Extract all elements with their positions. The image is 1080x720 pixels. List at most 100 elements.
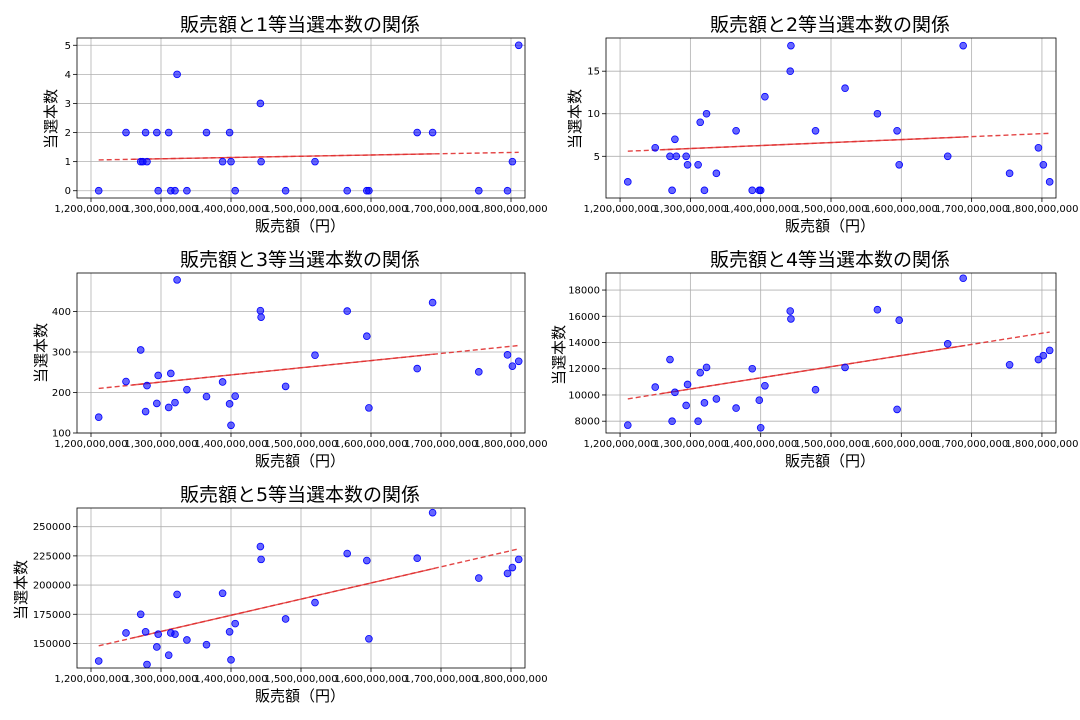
data-point (1039, 161, 1048, 169)
grid-lines (606, 38, 1056, 198)
chart-title: 販売額と2等当選本数の関係 (710, 14, 950, 36)
data-point (171, 398, 179, 407)
data-point (122, 629, 130, 637)
data-point (362, 332, 371, 340)
data-point (761, 92, 769, 101)
y-tick-label: 4 (65, 70, 71, 81)
data-point (694, 161, 702, 169)
y-axis-label: 当選本数 (12, 560, 30, 620)
data-point (154, 630, 163, 638)
grid-lines (606, 273, 1056, 433)
plot-frame (605, 272, 1057, 434)
data-point (343, 186, 352, 195)
trend-line (98, 151, 519, 161)
axis-ticks: 1,200,000,0001,300,000,0001,400,000,0001… (583, 67, 1078, 215)
data-point (514, 357, 523, 366)
x-axis-label: 販売額（円） (255, 217, 345, 235)
data-points (623, 41, 1054, 195)
data-points (94, 276, 523, 430)
data-points (94, 41, 523, 195)
trend-line-solid (661, 344, 966, 395)
data-point (514, 555, 523, 564)
trend-line (627, 132, 1050, 152)
data-point (1034, 143, 1043, 152)
data-point (413, 554, 422, 563)
data-point (811, 126, 820, 135)
y-tick-label: 16000 (568, 312, 600, 323)
axis-ticks: 1,200,000,0001,300,000,0001,400,000,0001… (54, 41, 547, 215)
y-tick-label: 3 (65, 99, 71, 110)
trend-line-solid (132, 353, 435, 386)
data-point (428, 508, 437, 517)
data-point (672, 152, 681, 161)
data-point (671, 388, 679, 397)
data-point (365, 635, 373, 643)
x-tick-label: 1,300,000,000 (654, 204, 727, 215)
x-tick-label: 1,800,000,000 (474, 439, 547, 450)
data-point (651, 143, 660, 152)
data-point (141, 627, 150, 636)
data-point (154, 186, 163, 195)
data-point (257, 555, 265, 564)
data-point (1039, 351, 1048, 360)
data-point (153, 128, 161, 137)
x-tick-label: 1,200,000,000 (583, 204, 656, 215)
data-point (343, 307, 352, 315)
data-point (787, 315, 795, 323)
data-point (503, 186, 512, 195)
data-point (893, 126, 901, 135)
y-tick-label: 200 (52, 388, 71, 399)
data-point (183, 636, 191, 644)
data-point (94, 657, 103, 665)
data-point (281, 615, 290, 623)
data-points (94, 508, 523, 669)
data-point (895, 161, 904, 169)
data-point (183, 186, 191, 195)
x-tick-label: 1,700,000,000 (404, 674, 477, 685)
x-tick-label: 1,200,000,000 (54, 439, 127, 450)
y-tick-label: 225000 (33, 551, 71, 562)
y-tick-label: 400 (52, 307, 71, 318)
data-point (508, 362, 517, 370)
data-point (143, 660, 151, 669)
data-point (173, 276, 181, 284)
trend-line (627, 331, 1050, 400)
y-tick-label: 100 (52, 429, 71, 440)
data-point (231, 186, 240, 195)
data-point (281, 186, 290, 195)
data-point (136, 610, 145, 619)
data-point (1045, 346, 1054, 355)
y-tick-label: 18000 (568, 286, 600, 297)
data-point (94, 413, 103, 422)
x-tick-label: 1,800,000,000 (1005, 439, 1078, 450)
chart-title: 販売額と3等当選本数の関係 (180, 249, 420, 271)
x-tick-label: 1,600,000,000 (334, 204, 407, 215)
data-point (202, 128, 211, 137)
chart-panel-2nd-prize: 販売額と2等当選本数の関係 販売額（円） 当選本数 1,200,000,0001… (566, 14, 1079, 235)
data-point (164, 651, 173, 659)
axis-ticks: 1,200,000,0001,300,000,0001,400,000,0001… (33, 522, 548, 685)
data-point (811, 385, 820, 394)
data-point (428, 298, 437, 307)
y-tick-label: 12000 (568, 364, 600, 375)
chart-title: 販売額と1等当選本数の関係 (180, 14, 420, 36)
data-point (959, 274, 967, 283)
data-point (143, 381, 151, 390)
data-point (748, 186, 757, 195)
data-point (623, 178, 632, 186)
data-point (136, 346, 145, 354)
y-tick-label: 8000 (575, 417, 600, 428)
data-point (428, 128, 437, 137)
data-point (225, 400, 234, 408)
trend-line (98, 344, 519, 390)
data-point (841, 363, 849, 372)
data-point (700, 399, 709, 407)
data-point (218, 157, 227, 166)
x-axis-label: 販売額（円） (785, 452, 875, 470)
x-tick-label: 1,300,000,000 (124, 204, 197, 215)
data-point (256, 99, 265, 108)
x-axis-label: 販売額（円） (255, 687, 345, 705)
data-point (227, 157, 235, 166)
